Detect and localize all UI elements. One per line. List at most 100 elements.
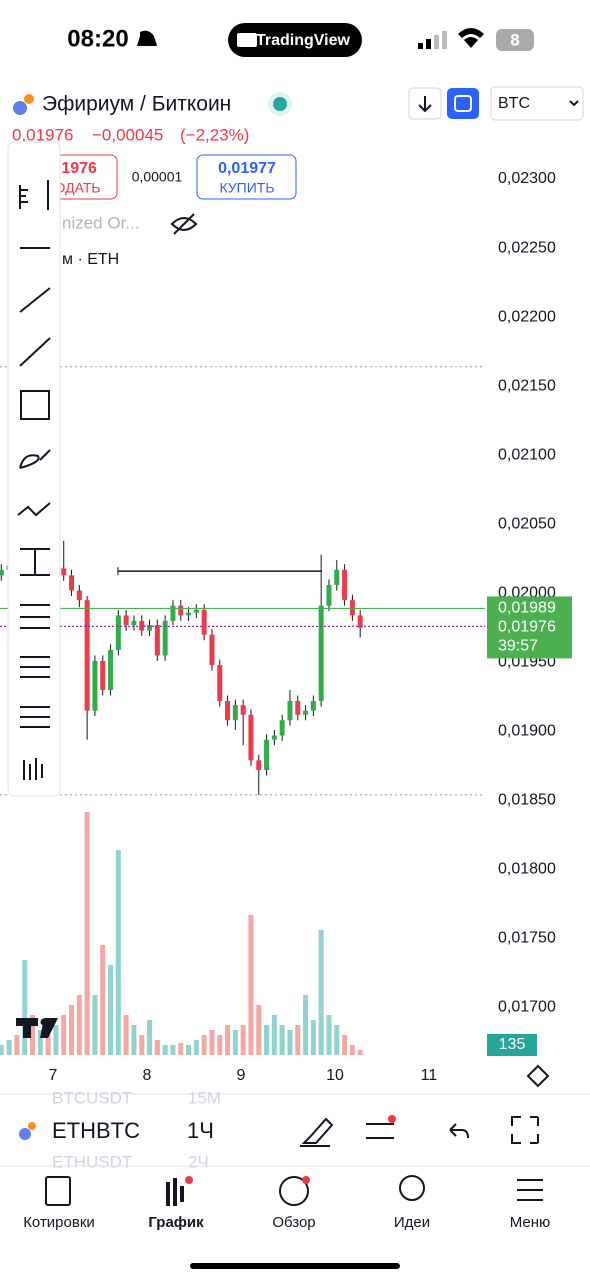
candle-body <box>326 584 332 606</box>
candle-body <box>170 605 176 621</box>
prev-interval: 15М <box>188 1088 221 1107</box>
currency-select[interactable] <box>490 86 584 121</box>
candle-body <box>76 590 82 601</box>
tool-ray[interactable] <box>19 287 51 313</box>
candle-body <box>240 705 246 715</box>
nav-label[interactable]: Идеи <box>394 1214 430 1231</box>
nav-icon-overview <box>279 1176 309 1206</box>
candle-body <box>92 660 98 711</box>
volume-bar <box>147 1020 153 1055</box>
tool-brush[interactable] <box>19 449 51 469</box>
signal-icon <box>418 31 447 49</box>
buy-button[interactable] <box>196 154 297 200</box>
fullscreen-button[interactable] <box>511 1116 539 1144</box>
volume-bar <box>248 915 254 1055</box>
nav-label[interactable]: Обзор <box>272 1214 315 1231</box>
nav-icon-menu <box>517 1179 543 1201</box>
volume-bar <box>92 995 98 1055</box>
tool-range[interactable] <box>20 548 50 576</box>
settings-icon[interactable] <box>526 1064 550 1088</box>
nav-label[interactable]: Меню <box>510 1214 551 1231</box>
tool-trend[interactable] <box>19 337 51 367</box>
candle-body <box>84 600 90 711</box>
y-tick-label: 0,01800 <box>498 861 556 878</box>
volume-bar <box>37 1030 43 1055</box>
tool-rect[interactable] <box>20 390 50 420</box>
battery-level: 8 <box>510 30 519 49</box>
prev-symbol: BTCUSDT <box>52 1088 132 1107</box>
volume-bar <box>186 1045 192 1055</box>
volume-bar <box>318 930 324 1055</box>
candle-body <box>193 609 199 613</box>
chart-layer: 0,02300 0,02250 0,02200 0,02150 0,02100 0,020… <box>0 170 556 1084</box>
hide-icon[interactable] <box>170 213 198 235</box>
tool-path[interactable] <box>17 502 51 517</box>
volume-bar <box>61 1015 67 1055</box>
volume-bar <box>45 1035 51 1055</box>
nav-badge <box>302 1176 310 1184</box>
volume-bar <box>76 995 82 1055</box>
candle-body <box>0 569 4 576</box>
tv-watermark <box>16 1018 58 1038</box>
nav-icon-quotes <box>45 1176 71 1206</box>
volume-bar <box>193 1040 199 1055</box>
tool-pitchfork[interactable] <box>20 604 50 629</box>
toolbar-icons <box>17 180 51 780</box>
volume-bar <box>342 1035 348 1055</box>
volume-bar <box>349 1045 355 1055</box>
price-label: 0,01976 <box>498 619 556 636</box>
symbol[interactable]: ETHBTC <box>52 1118 140 1143</box>
nav-label[interactable]: Котировки <box>23 1214 95 1231</box>
candle-body <box>318 605 324 701</box>
volume-bar <box>178 1043 184 1055</box>
volume-bar <box>170 1045 176 1055</box>
buy-price: 0,01977 <box>218 160 276 177</box>
tv-logo <box>237 33 257 47</box>
y-tick-label: 0,01900 <box>498 723 556 740</box>
volume-bar <box>6 1040 12 1055</box>
volume-bar <box>225 1025 231 1055</box>
volume-bar <box>162 1045 168 1055</box>
volume-bar <box>240 1025 246 1055</box>
candle-body <box>217 665 223 701</box>
volume-bar <box>209 1030 215 1055</box>
y-tick-label: 0,01850 <box>498 792 556 809</box>
arrow-icon <box>418 96 432 113</box>
volume-bar <box>217 1035 223 1055</box>
volume-bar <box>53 1025 59 1055</box>
indicators-button[interactable] <box>366 1123 394 1139</box>
eth-icon-small <box>19 1128 31 1140</box>
battery <box>496 29 534 51</box>
volume-bar <box>287 1030 293 1055</box>
currency: BTC <box>498 95 530 112</box>
sync-button[interactable] <box>447 88 479 119</box>
y-tick-label: 0,02200 <box>498 308 556 325</box>
y-tick-label: 0,01700 <box>498 999 556 1016</box>
price-label-bg <box>487 614 572 659</box>
draw-button[interactable] <box>300 1117 334 1147</box>
tool-fan[interactable] <box>20 656 50 678</box>
candle-body <box>123 615 129 626</box>
candle-body <box>357 615 363 628</box>
volume-bar <box>115 850 121 1055</box>
x-tick-label: 7 <box>49 1067 58 1084</box>
tool-fib[interactable] <box>19 180 49 210</box>
interval[interactable]: 1Ч <box>187 1118 214 1143</box>
volume-bar <box>14 1035 20 1055</box>
tool-lines[interactable] <box>20 706 50 728</box>
clock: 08:20 <box>67 25 128 52</box>
volume-bar <box>271 1015 277 1055</box>
nav-badge <box>185 1176 193 1184</box>
next-symbol: ETHUSDT <box>52 1152 132 1171</box>
volume-label: 135 <box>499 1036 526 1053</box>
symbol-title: Эфириум / Биткоин <box>42 93 231 116</box>
tool-candles[interactable] <box>23 758 43 780</box>
candle-body <box>209 634 215 666</box>
mute-icon <box>137 30 157 46</box>
undo-button[interactable] <box>449 1123 469 1139</box>
candle-body <box>303 710 309 715</box>
nav-label[interactable]: График <box>148 1214 204 1231</box>
volume-bar <box>0 1045 4 1055</box>
btc-icon-small <box>28 1122 36 1130</box>
